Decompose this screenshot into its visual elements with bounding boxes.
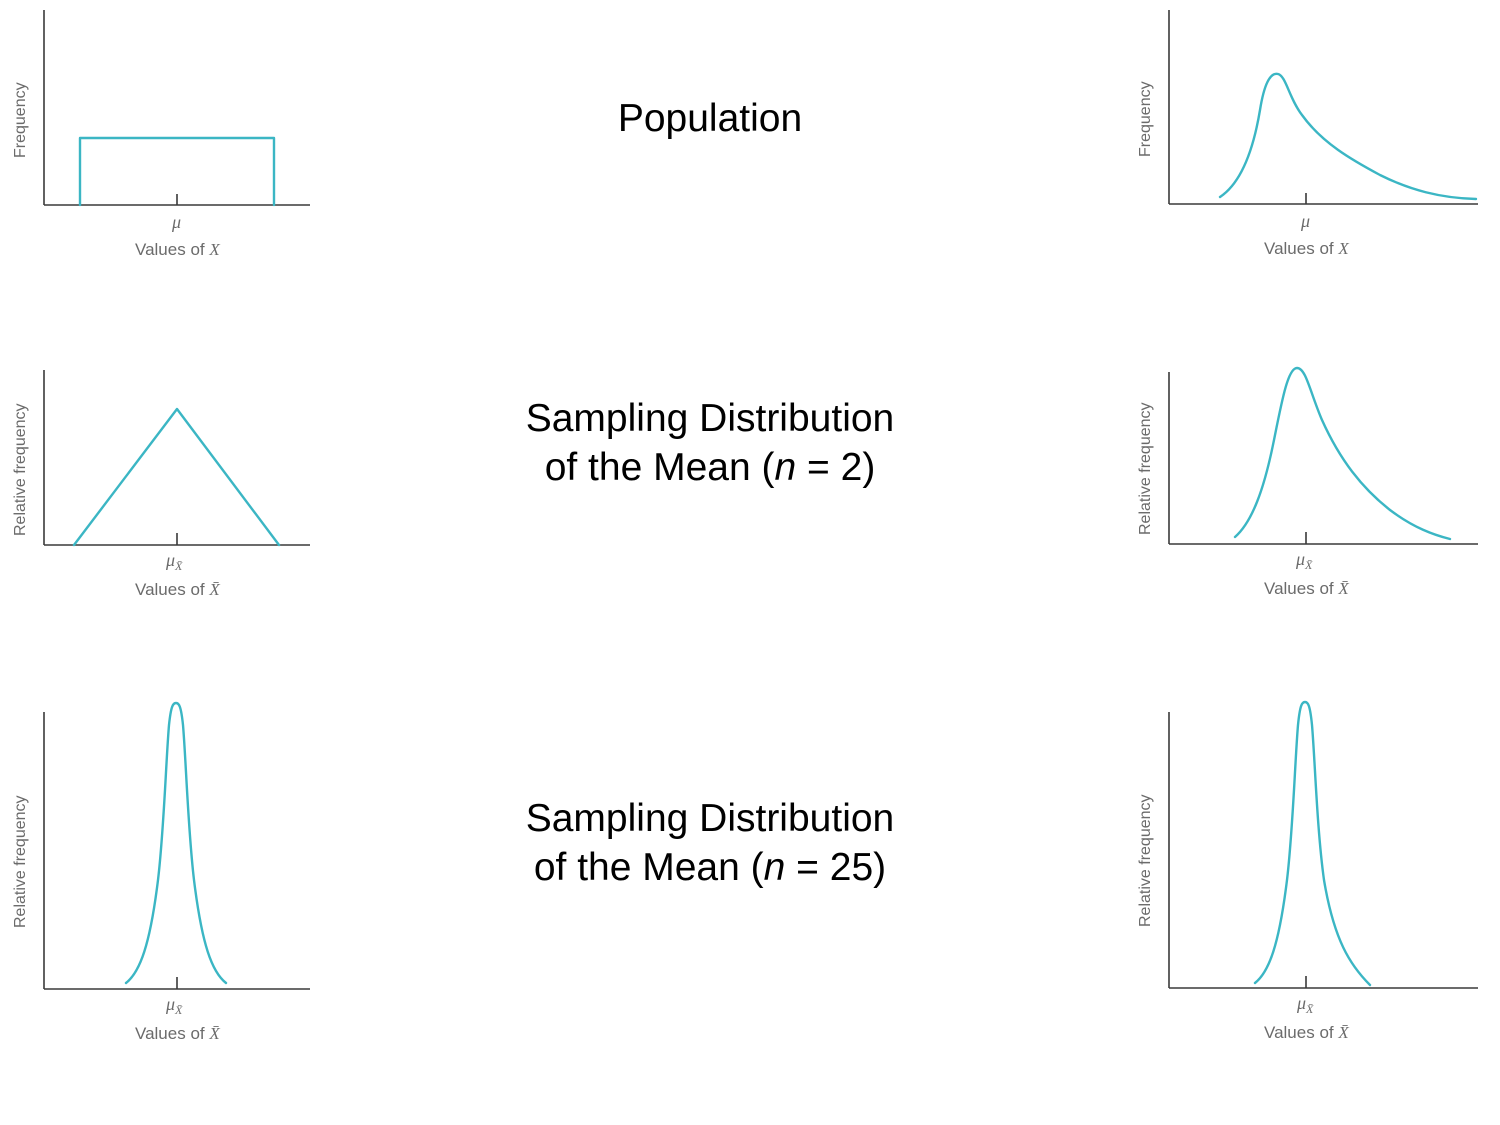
x-axis-label: Values of X̄ (1264, 1023, 1349, 1042)
panel-n25-normal-left: Relative frequency μX̄ Values of X̄ (12, 701, 310, 1043)
caption-n25-line2: of the Mean (n = 25) (533, 846, 887, 889)
tick-label-mu: μ (1300, 211, 1310, 231)
x-axis-label: Values of X̄ (135, 580, 220, 599)
caption-sampling-n25: Sampling Distribution of the Mean (n = 2… (450, 794, 970, 892)
skewed-curve (1218, 72, 1478, 201)
y-axis-label: Frequency (12, 82, 29, 158)
uniform-curve (78, 136, 276, 207)
normal-curve (1253, 700, 1372, 987)
caption-population: Population (450, 94, 970, 143)
tick-label-mu-xbar: μX̄ (1295, 549, 1313, 572)
x-axis-label: Values of X (1264, 239, 1349, 258)
y-axis-label: Relative frequency (12, 795, 29, 928)
caption-sampling-n2: Sampling Distribution of the Mean (n = 2… (450, 394, 970, 492)
tick-label-mu: μ (171, 212, 181, 232)
panel-population-uniform: Frequency μ Values of X (12, 10, 310, 259)
caption-n2-line1: Sampling Distribution (525, 397, 895, 440)
caption-n25-line1: Sampling Distribution (525, 797, 895, 840)
skewed-curve (1233, 366, 1452, 541)
panel-n25-normal-right: Relative frequency μX̄ Values of X̄ (1137, 700, 1478, 1042)
y-axis-label: Frequency (1137, 81, 1154, 157)
x-axis-label: Values of X̄ (1264, 579, 1349, 598)
y-axis-label: Relative frequency (1137, 402, 1154, 535)
caption-n2-line2: of the Mean (n = 2) (544, 446, 876, 489)
tick-label-mu-xbar: μX̄ (1296, 993, 1314, 1016)
x-axis-label: Values of X (135, 240, 220, 259)
tick-label-mu-xbar: μX̄ (165, 550, 183, 573)
triangular-curve (72, 407, 281, 547)
tick-label-mu-xbar: μX̄ (165, 994, 183, 1017)
panel-population-skewed: Frequency μ Values of X (1137, 10, 1478, 258)
panel-n2-triangular: Relative frequency μX̄ Values of X̄ (12, 370, 310, 599)
y-axis-label: Relative frequency (12, 403, 29, 536)
caption-n2-n: n (774, 446, 797, 489)
normal-curve (124, 701, 228, 985)
panel-n2-skewed: Relative frequency μX̄ Values of X̄ (1137, 366, 1478, 598)
caption-n25-n: n (763, 846, 786, 889)
y-axis-label: Relative frequency (1137, 794, 1154, 927)
x-axis-label: Values of X̄ (135, 1024, 220, 1043)
caption-population-text: Population (617, 97, 803, 140)
